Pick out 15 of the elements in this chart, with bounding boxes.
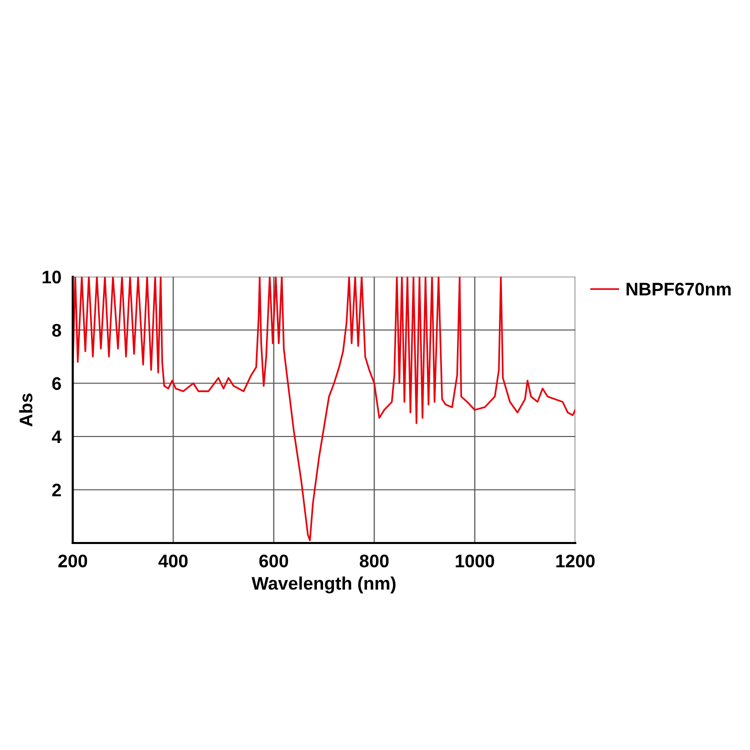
x-tick-label: 1200 xyxy=(556,554,595,568)
x-tick-label: 1000 xyxy=(456,554,494,568)
x-tick-label: 400 xyxy=(158,554,188,568)
line-series xyxy=(72,276,576,542)
x-tick-label: 600 xyxy=(259,554,288,568)
y-axis-title: Abs xyxy=(19,394,32,426)
x-axis-title: Wavelength (nm) xyxy=(252,576,396,594)
y-tick-label: 10 xyxy=(42,270,61,284)
y-tick-label: 8 xyxy=(52,324,62,337)
legend-label: NBPF670nm xyxy=(626,282,731,296)
y-tick-label: 6 xyxy=(52,377,61,390)
x-tick-label: 200 xyxy=(58,554,88,568)
y-tick-label: 2 xyxy=(52,484,61,496)
x-tick-label: 800 xyxy=(360,554,389,568)
y-tick-label: 4 xyxy=(52,430,62,444)
